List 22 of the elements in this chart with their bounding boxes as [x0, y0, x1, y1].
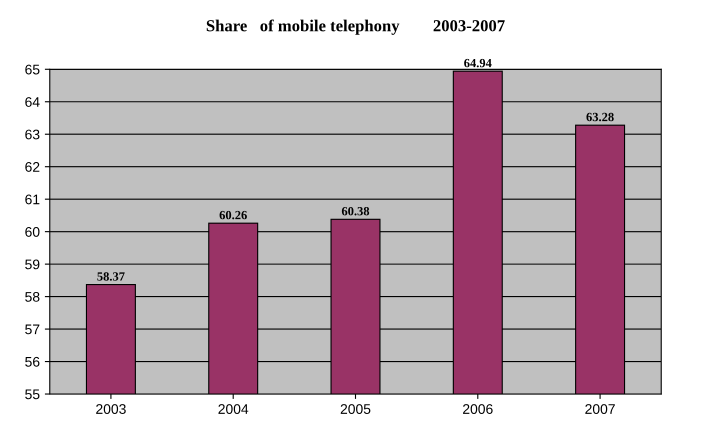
- y-tick-label: 58: [25, 292, 40, 302]
- data-label: 58.37: [97, 272, 125, 281]
- y-tick-label: 62: [25, 162, 40, 172]
- y-tick-label: 56: [25, 356, 40, 367]
- y-tick-label: 55: [25, 390, 40, 400]
- chart-title: Share of mobile telephony 2003-2007: [206, 19, 505, 35]
- x-tick-label: 2006: [463, 404, 493, 414]
- y-tick-label: 65: [25, 64, 40, 74]
- x-tick-label: 2007: [585, 404, 615, 414]
- data-label: 60.26: [220, 210, 247, 220]
- y-tick-label: 60: [25, 226, 40, 237]
- x-tick-label: 2004: [218, 404, 248, 414]
- y-tick-label: 59: [25, 259, 40, 270]
- y-tick-label: 61: [25, 194, 40, 204]
- x-tick-label: 2005: [340, 404, 370, 414]
- data-label: 63.28: [586, 112, 614, 122]
- data-label: 64.94: [464, 58, 492, 68]
- y-tick-label: 57: [25, 324, 40, 334]
- x-tick-label: 2003: [96, 404, 126, 414]
- data-label: 60.38: [342, 206, 370, 216]
- y-tick-label: 63: [25, 130, 40, 140]
- y-tick-label: 64: [25, 97, 40, 107]
